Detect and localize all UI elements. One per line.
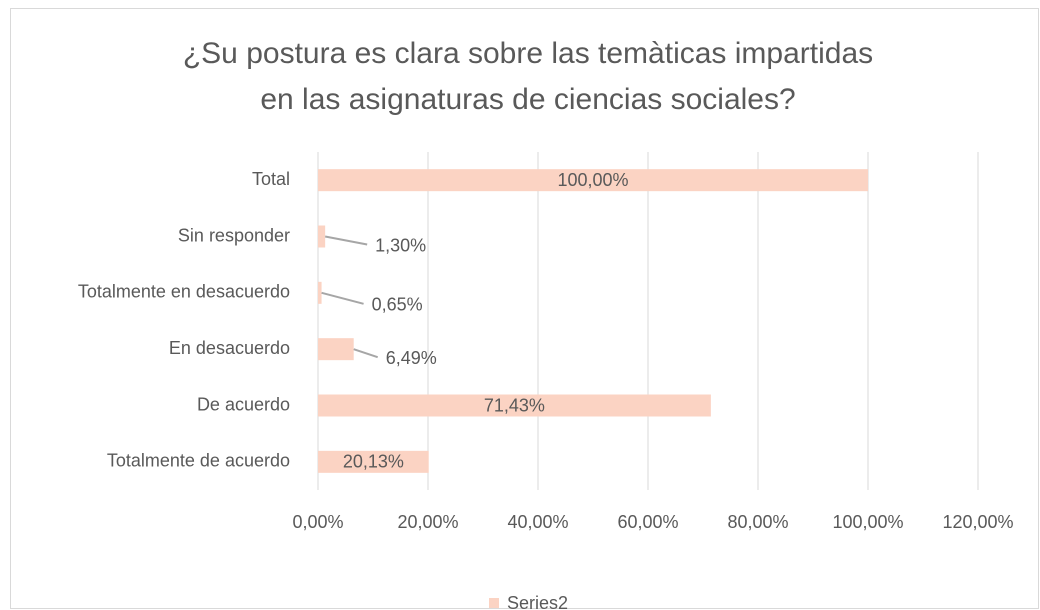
x-tick-label: 40,00% [507, 512, 568, 532]
bar [318, 394, 711, 417]
x-tick-label: 0,00% [292, 512, 343, 532]
data-label: 1,30% [375, 235, 426, 255]
x-tick-label: 120,00% [942, 512, 1013, 532]
data-label: 0,65% [372, 295, 423, 315]
chart-border [10, 8, 1039, 609]
data-label: 71,43% [484, 395, 545, 415]
bar [318, 225, 326, 248]
leader-line [321, 291, 364, 305]
data-label: 20,13% [343, 452, 404, 472]
y-tick-label: Totalmente de acuerdo [107, 451, 290, 471]
y-tick-label: Totalmente en desacuerdo [78, 282, 290, 302]
bar [318, 169, 868, 192]
y-tick-label: Total [252, 169, 290, 189]
chart-title: en las asignaturas de ciencias sociales? [260, 83, 795, 116]
bar [318, 338, 354, 361]
bar [318, 281, 322, 304]
legend-label: Series2 [507, 593, 568, 610]
x-tick-label: 80,00% [727, 512, 788, 532]
data-label: 100,00% [557, 170, 628, 190]
y-tick-label: En desacuerdo [169, 338, 290, 358]
x-tick-label: 100,00% [832, 512, 903, 532]
chart-title: ¿Su postura es clara sobre las temàticas… [183, 37, 873, 70]
data-label: 6,49% [386, 348, 437, 368]
leader-line [353, 348, 379, 359]
y-tick-label: Sin responder [178, 225, 290, 245]
bar [318, 450, 429, 473]
y-tick-label: De acuerdo [197, 394, 290, 414]
x-tick-label: 20,00% [397, 512, 458, 532]
leader-line [324, 235, 368, 246]
legend-swatch [489, 598, 499, 608]
x-tick-label: 60,00% [617, 512, 678, 532]
